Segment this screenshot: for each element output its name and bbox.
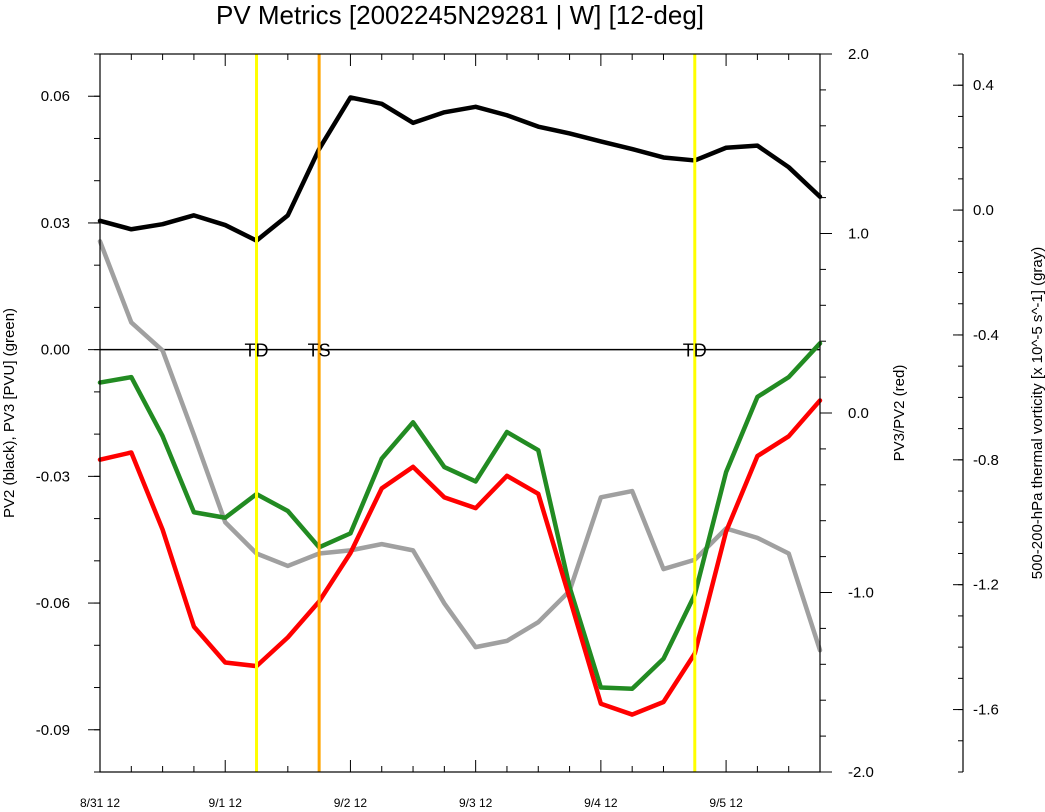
series-line bbox=[97, 239, 823, 653]
left-tick-label: 0.03 bbox=[41, 215, 70, 232]
x-tick-label: 9/3 12 bbox=[459, 796, 493, 810]
left-tick-label: -0.06 bbox=[36, 595, 70, 612]
event-marker-label: TD bbox=[683, 341, 707, 361]
x-tick-label: 9/5 12 bbox=[709, 796, 743, 810]
far-right-tick-label: -0.4 bbox=[973, 327, 999, 344]
far-right-tick-label: -1.6 bbox=[973, 702, 999, 719]
data-series bbox=[97, 95, 823, 717]
x-tick-label: 8/31 12 bbox=[80, 796, 120, 810]
x-tick-label: 9/2 12 bbox=[334, 796, 368, 810]
series-line bbox=[97, 398, 823, 717]
right-axis-ticks: 2.0 1.0 0.0 -1.0 -2.0 bbox=[820, 46, 874, 781]
left-axis-ticks: 0.06 0.03 0.00 -0.03 -0.06 -0.09 bbox=[36, 53, 100, 773]
event-marker-label: TD bbox=[245, 341, 269, 361]
right-tick-label: -1.0 bbox=[848, 585, 874, 602]
chart-title: PV Metrics [2002245N29281 | W] [12-deg] bbox=[216, 0, 704, 30]
event-marker-label: TS bbox=[308, 341, 331, 361]
left-tick-label: -0.03 bbox=[36, 468, 70, 485]
left-tick-label: 0.06 bbox=[41, 88, 70, 105]
plot-frame bbox=[99, 53, 821, 773]
far-right-tick-label: 0.4 bbox=[973, 77, 994, 94]
series-line bbox=[97, 95, 823, 243]
right-tick-label: 1.0 bbox=[848, 226, 869, 243]
x-tick-label: 9/4 12 bbox=[584, 796, 618, 810]
far-right-axis-label: 500-200-hPa thermal vorticity [x 10^-5 s… bbox=[1029, 247, 1045, 580]
right-tick-label: 2.0 bbox=[848, 46, 869, 63]
x-tick-label: 9/1 12 bbox=[209, 796, 243, 810]
left-axis-label: PV2 (black), PV3 [PVU] (green) bbox=[1, 308, 18, 518]
far-right-tick-label: -1.2 bbox=[973, 577, 999, 594]
far-right-axis-ticks: 0.4 0.0 -0.4 -0.8 -1.2 -1.6 bbox=[953, 53, 999, 773]
far-right-tick-label: -0.8 bbox=[973, 452, 999, 469]
left-tick-label: -0.09 bbox=[36, 722, 70, 739]
right-tick-label: 0.0 bbox=[848, 405, 869, 422]
left-tick-label: 0.00 bbox=[41, 342, 70, 359]
right-axis-label: PV3/PV2 (red) bbox=[891, 365, 908, 462]
right-tick-label: -2.0 bbox=[848, 764, 874, 781]
series-line bbox=[97, 341, 823, 692]
far-right-tick-label: 0.0 bbox=[973, 202, 994, 219]
event-markers: TD TS TD bbox=[245, 54, 707, 772]
